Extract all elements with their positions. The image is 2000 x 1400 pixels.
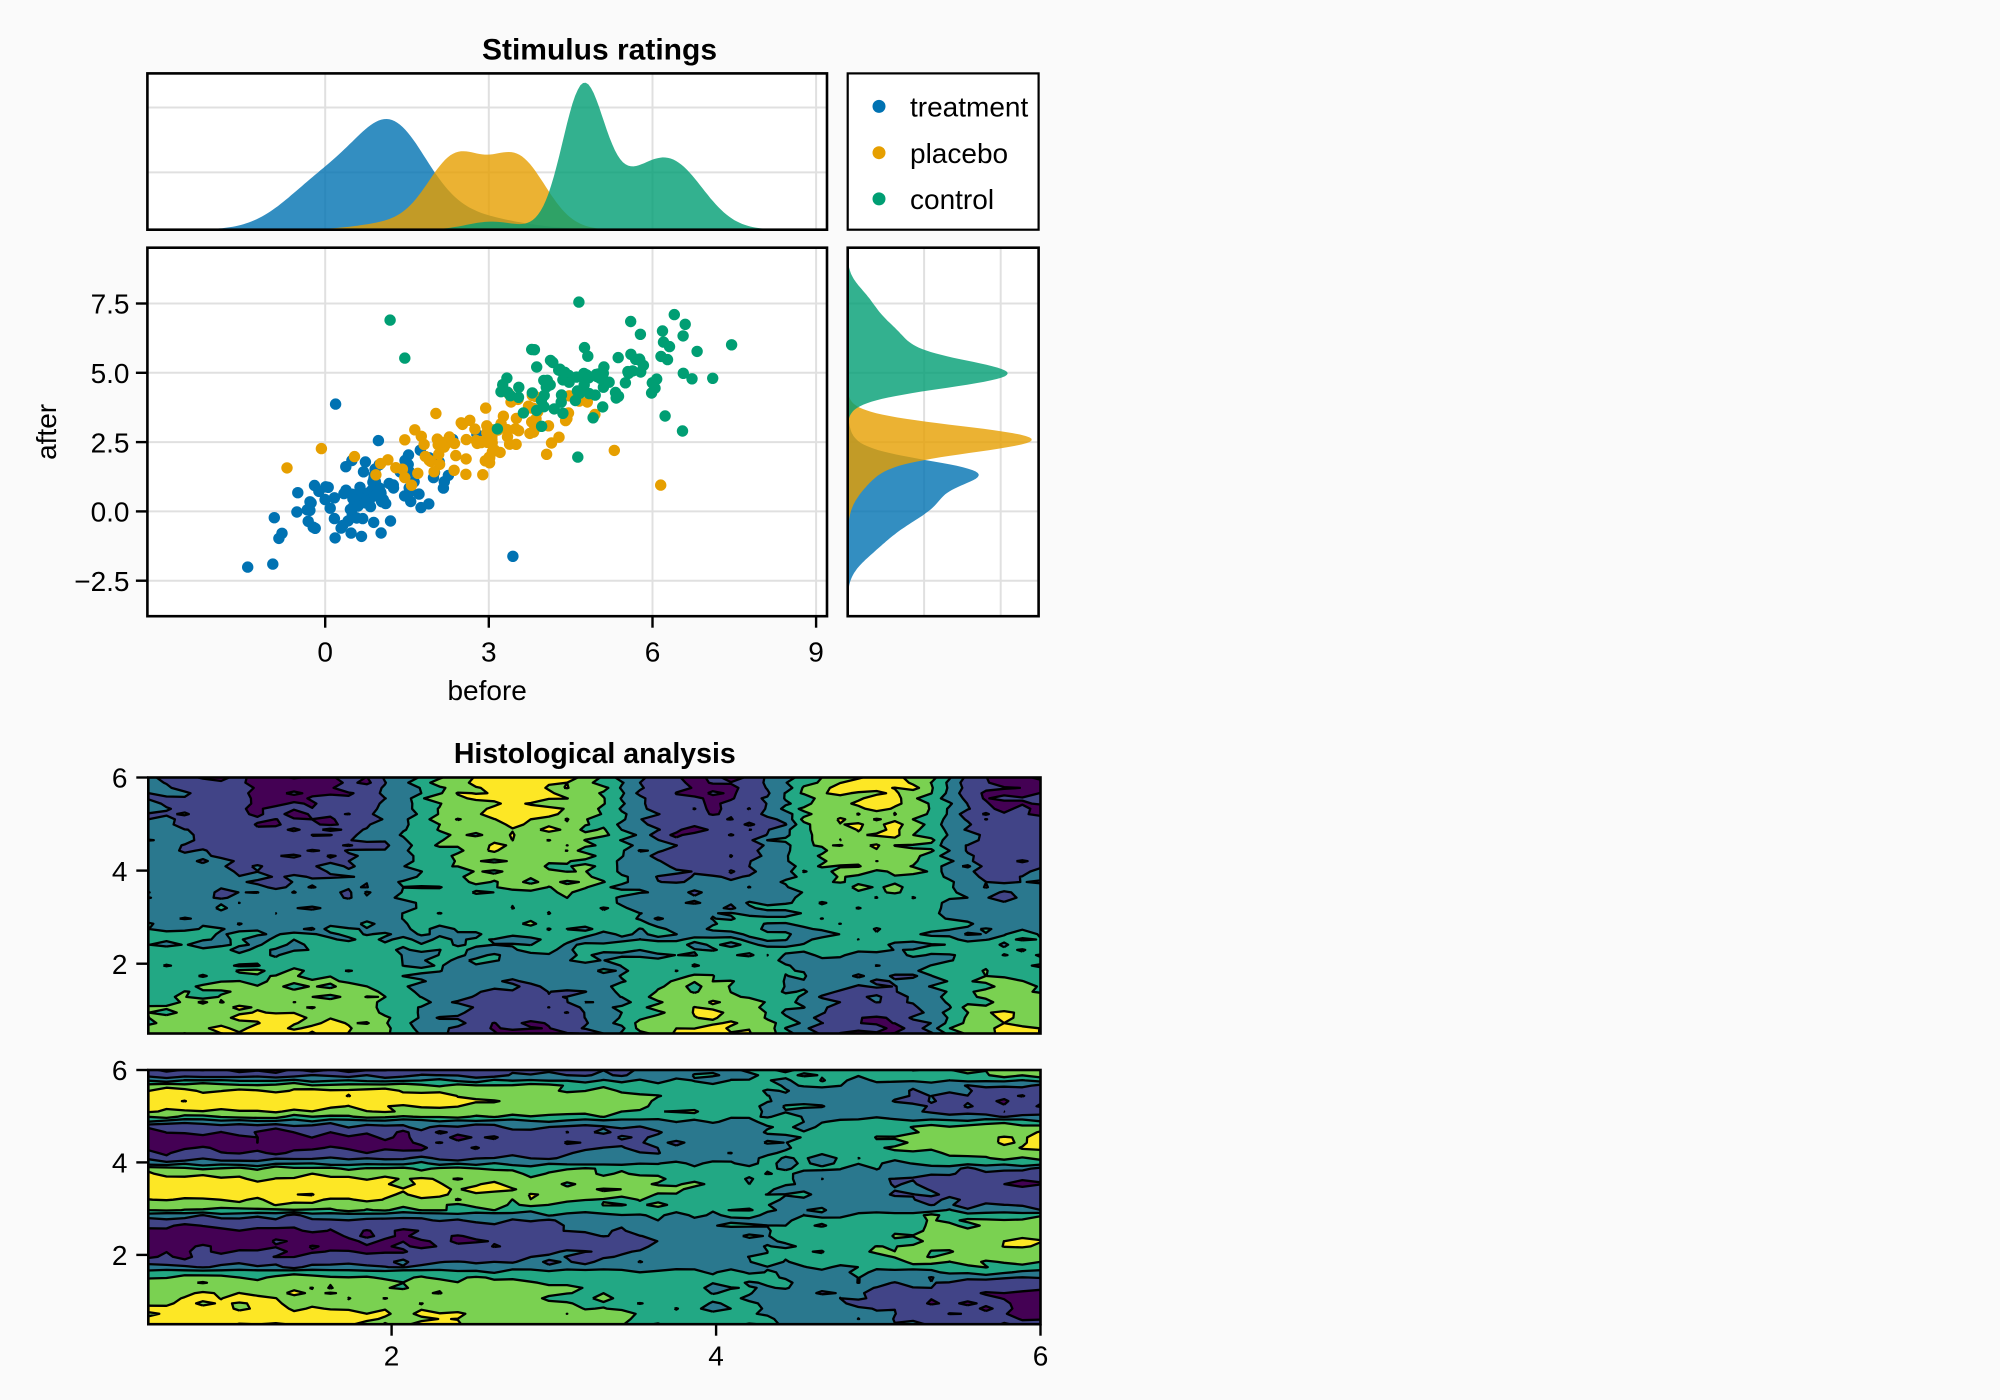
svg-text:Stimulus ratings: Stimulus ratings (482, 33, 717, 66)
svg-text:3: 3 (481, 636, 497, 667)
svg-text:placebo: placebo (910, 138, 1008, 169)
svg-text:2.5: 2.5 (91, 427, 130, 458)
svg-text:4: 4 (708, 1341, 724, 1372)
svg-text:−2.5: −2.5 (74, 566, 129, 597)
svg-text:7.5: 7.5 (91, 289, 130, 320)
svg-text:0.0: 0.0 (91, 497, 130, 528)
svg-text:6: 6 (112, 763, 128, 794)
svg-text:6: 6 (1033, 1341, 1049, 1372)
svg-text:after: after (31, 404, 62, 460)
svg-text:2: 2 (384, 1341, 400, 1372)
svg-text:2: 2 (112, 1240, 128, 1271)
svg-text:Histological analysis: Histological analysis (454, 738, 736, 770)
svg-text:control: control (910, 184, 994, 215)
svg-text:6: 6 (645, 636, 661, 667)
svg-text:4: 4 (112, 1148, 128, 1179)
svg-text:6: 6 (112, 1055, 128, 1086)
svg-text:2: 2 (112, 949, 128, 980)
svg-text:treatment: treatment (910, 92, 1028, 123)
svg-text:5.0: 5.0 (91, 358, 130, 389)
svg-text:9: 9 (808, 636, 824, 667)
svg-text:before: before (447, 675, 526, 706)
svg-text:0: 0 (317, 636, 333, 667)
svg-text:4: 4 (112, 856, 128, 887)
